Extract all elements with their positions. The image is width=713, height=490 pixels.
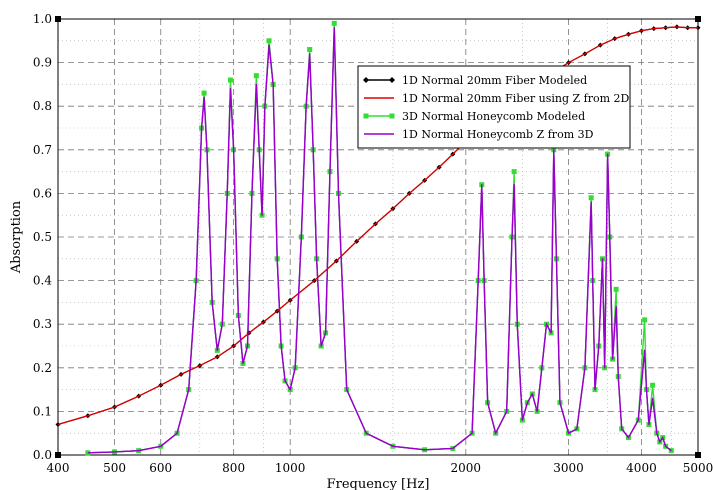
corner-marker [55, 16, 61, 22]
corner-marker [55, 452, 61, 458]
legend-label: 3D Normal Honeycomb Modeled [402, 110, 585, 123]
x-tick-label: 2000 [451, 461, 482, 475]
x-axis-label: Frequency [Hz] [327, 477, 430, 490]
y-tick-label: 0.3 [33, 317, 52, 331]
y-tick-label: 0.6 [33, 186, 52, 200]
legend-label: 1D Normal 20mm Fiber Modeled [402, 74, 587, 87]
legend-item: 1D Normal 20mm Fiber Modeled [363, 74, 587, 87]
data-point [201, 90, 207, 96]
y-tick-label: 1.0 [33, 12, 52, 26]
y-tick-label: 0.8 [33, 99, 52, 113]
x-tick-label: 5000 [683, 461, 713, 475]
data-point [307, 47, 313, 53]
corner-markers [55, 16, 701, 458]
series-layer [55, 20, 701, 456]
legend-item: 1D Normal 20mm Fiber using Z from 2D [364, 92, 630, 105]
series-3-overlay [87, 27, 672, 454]
legend-label: 1D Normal Honeycomb Z from 3D [402, 128, 594, 141]
x-tick-label: 500 [103, 461, 126, 475]
axis-ticks: 400 500 600 800 1000 2000 3000 4000 5000 0.0 0.1 0.… [33, 12, 713, 475]
data-point [511, 169, 517, 175]
plot-frame [57, 18, 699, 456]
x-tick-label: 800 [222, 461, 245, 475]
legend-item: 1D Normal Honeycomb Z from 3D [364, 128, 594, 141]
legend-box [357, 65, 631, 149]
data-point [227, 77, 233, 83]
y-axis-label: Absorption [9, 200, 24, 274]
legend-label: 1D Normal 20mm Fiber using Z from 2D [402, 92, 630, 105]
x-tick-label: 600 [149, 461, 172, 475]
legend-marker [389, 113, 395, 119]
legend: 1D Normal 20mm Fiber Modeled 1D Normal 20… [357, 65, 631, 149]
x-tick-label: 3000 [553, 461, 584, 475]
y-tick-label: 0.9 [33, 56, 52, 70]
y-tick-label: 0.1 [33, 404, 52, 418]
data-point [668, 448, 674, 454]
data-point [331, 20, 337, 26]
data-point [650, 382, 656, 388]
series-1-overlay [57, 26, 698, 425]
x-tick-label: 4000 [626, 461, 657, 475]
data-point [266, 38, 272, 44]
data-point [588, 195, 594, 201]
y-tick-label: 0.5 [33, 230, 52, 244]
y-tick-label: 0.2 [33, 361, 52, 375]
corner-marker [695, 452, 701, 458]
data-point [85, 450, 91, 456]
legend-item: 3D Normal Honeycomb Modeled [363, 110, 585, 123]
y-tick-label: 0.4 [33, 274, 52, 288]
corner-marker [695, 16, 701, 22]
y-tick-label: 0.0 [33, 448, 52, 462]
legend-marker [363, 113, 369, 119]
data-point [253, 73, 259, 79]
legend-marker [389, 77, 395, 83]
x-tick-label: 400 [47, 461, 70, 475]
y-tick-label: 0.7 [33, 143, 52, 157]
data-point [642, 317, 648, 323]
data-point [613, 286, 619, 292]
legend-marker [363, 77, 369, 83]
x-tick-label: 1000 [275, 461, 306, 475]
